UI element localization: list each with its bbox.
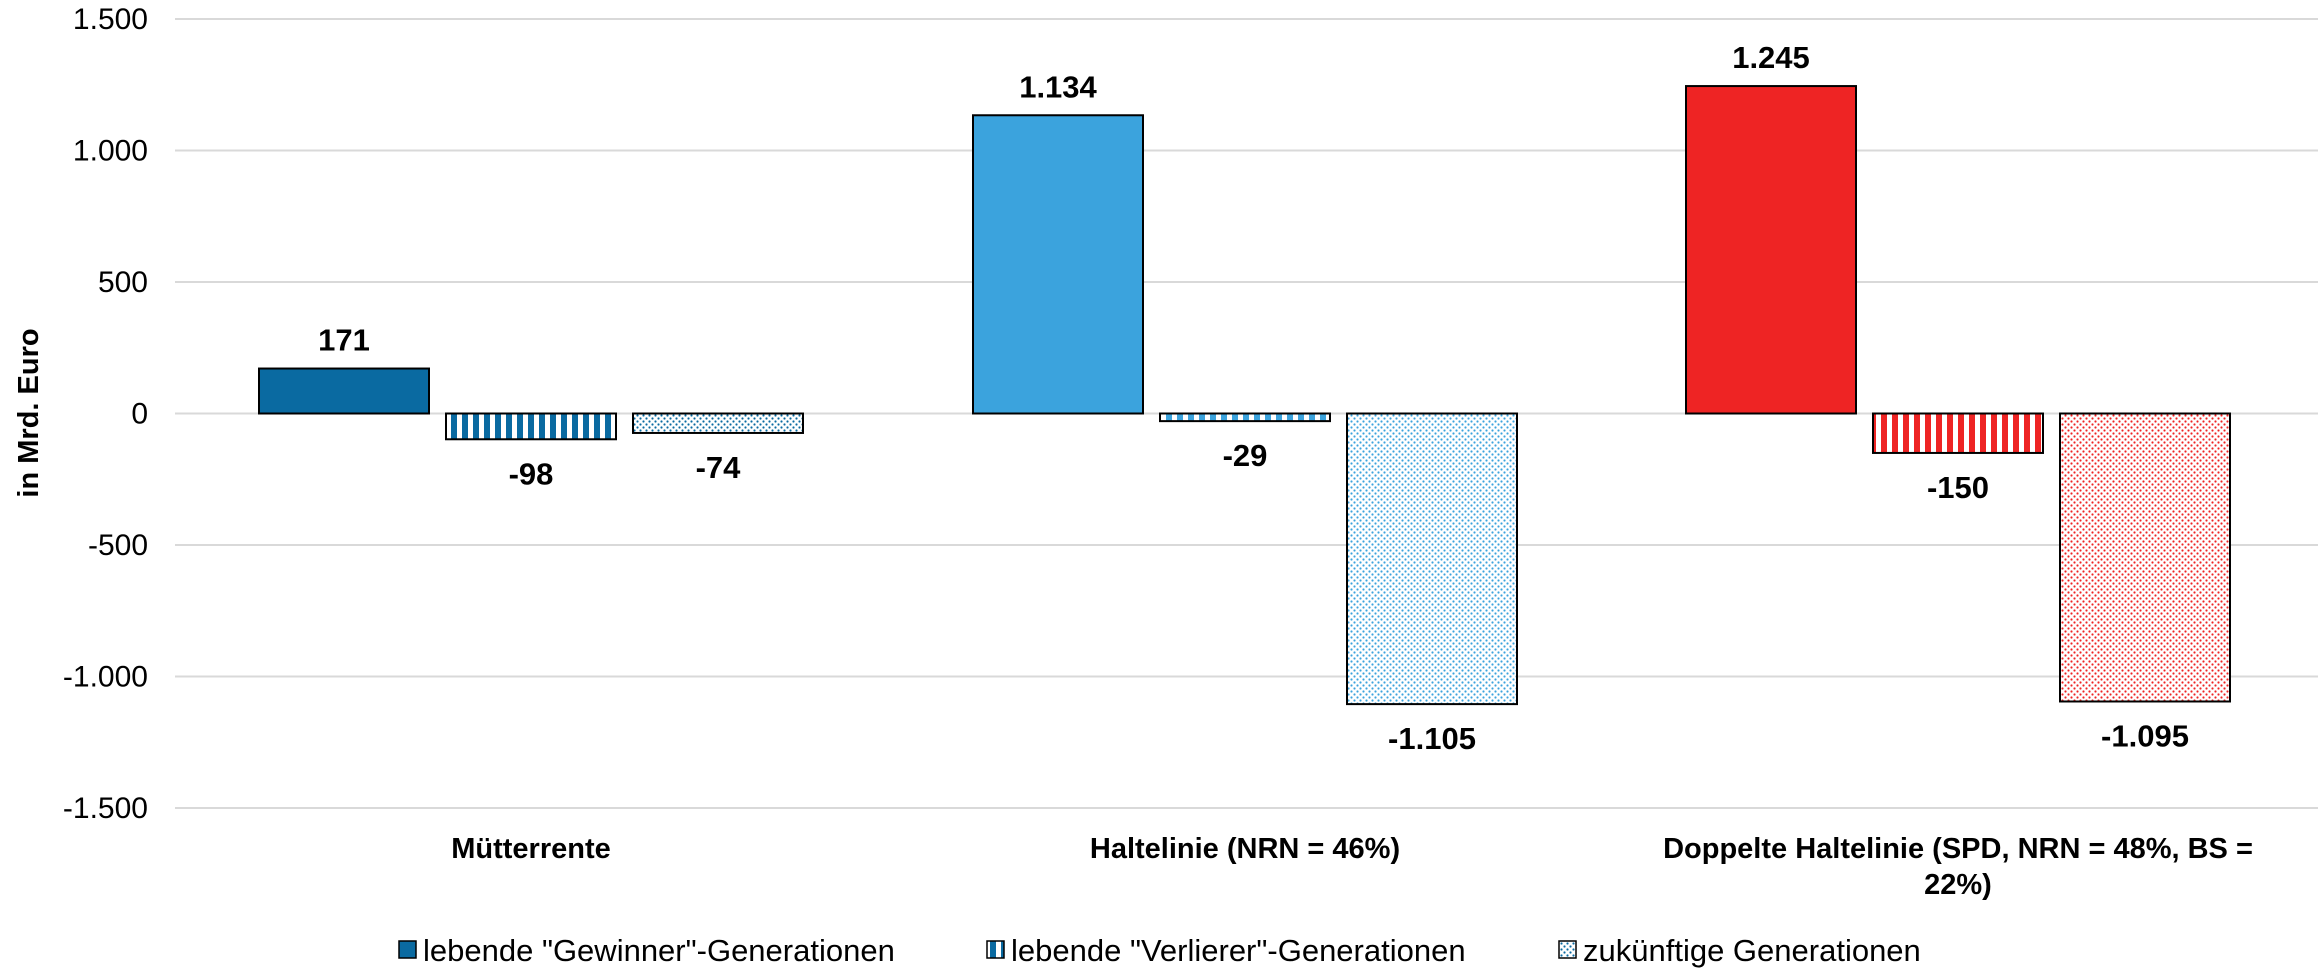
bar-verlierer	[1159, 412, 1331, 423]
legend-swatch	[986, 940, 1005, 959]
y-axis-label: in Mrd. Euro	[13, 328, 45, 497]
bar-verlierer	[445, 412, 617, 441]
category-label: Doppelte Haltelinie (SPD, NRN = 48%, BS …	[1663, 833, 2253, 865]
y-tick-label: 500	[98, 266, 148, 299]
data-label: 1.245	[1732, 40, 1810, 75]
bars	[258, 85, 2231, 706]
data-label: -150	[1927, 470, 1989, 505]
legend-item-zukuenftige: zukünftige Generationen	[1558, 933, 1921, 968]
data-label: -98	[509, 456, 554, 491]
y-tick-label: 1.500	[73, 3, 148, 36]
data-label: 1.134	[1019, 69, 1097, 104]
legend-item-gewinner: lebende "Gewinner"-Generationen	[398, 933, 895, 968]
category-label: 22%)	[1924, 869, 1992, 901]
y-tick-label: -1.000	[63, 661, 148, 694]
y-tick-label: 0	[131, 398, 148, 431]
bar-verlierer	[1872, 412, 2044, 454]
legend-item-verlierer: lebende "Verlierer"-Generationen	[986, 933, 1466, 968]
data-label: 171	[318, 323, 370, 358]
legend-label: lebende "Verlierer"-Generationen	[1011, 933, 1466, 968]
bar-gewinner	[258, 367, 430, 415]
y-tick-label: -500	[88, 529, 148, 562]
y-axis: in Mrd. Euro 1.500 1.000 500 0 -500 -1.000 -1.…	[13, 3, 148, 825]
legend: lebende "Gewinner"-Generationen lebende "…	[398, 933, 1921, 968]
legend-label: lebende "Gewinner"-Generationen	[423, 933, 895, 968]
data-label: -29	[1223, 438, 1268, 473]
y-tick-label: -1.500	[63, 792, 148, 825]
bar-zukuenftige	[1346, 412, 1518, 706]
bar-gewinner	[1685, 85, 1857, 415]
y-tick-label: 1.000	[73, 135, 148, 168]
bar-zukuenftige	[632, 412, 804, 434]
category-labels: Mütterrente Haltelinie (NRN = 46%) Doppelt…	[451, 833, 2253, 901]
category-label: Mütterrente	[451, 833, 611, 865]
data-label: -1.095	[2101, 718, 2189, 753]
legend-swatch	[398, 940, 417, 959]
category-label: Haltelinie (NRN = 46%)	[1090, 833, 1400, 865]
bar-zukuenftige	[2059, 412, 2231, 703]
legend-swatch	[1558, 940, 1577, 959]
legend-label: zukünftige Generationen	[1583, 933, 1921, 968]
bar-gewinner	[972, 114, 1144, 415]
data-labels: 171 -98 -74 1.134 -29 -1.105 1.245 -150 -1.095	[318, 40, 2189, 756]
data-label: -1.105	[1388, 721, 1476, 756]
data-label: -74	[696, 450, 742, 485]
